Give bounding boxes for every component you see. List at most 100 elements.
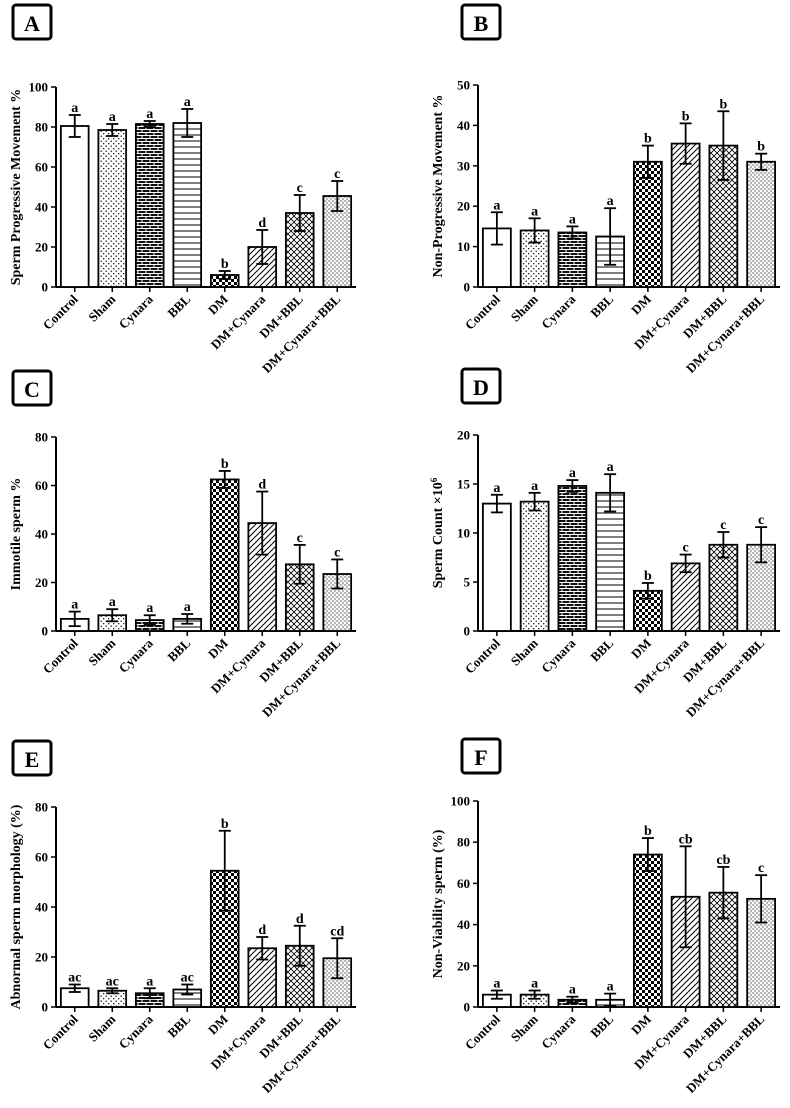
x-tick-label: Sham (85, 1011, 118, 1044)
panel-letter-text: D (473, 375, 489, 400)
significance-label: cd (330, 924, 344, 939)
panel-letter: E (11, 739, 53, 777)
y-tick-label: 0 (464, 1000, 471, 1015)
y-tick-label: 80 (457, 835, 470, 850)
panel-e: E 0 20 40 60 80 Abnormal sperm morphology (%) a… (9, 739, 356, 1096)
y-tick-label: 5 (464, 575, 471, 590)
y-axis-label: Sperm Progressive Movement % (9, 89, 24, 286)
panel-a: A 0 20 40 60 80 100 Sperm Progressive Movement … (9, 3, 356, 376)
bar (708, 543, 739, 632)
x-tick-label: DM (628, 1012, 654, 1038)
significance-label: a (531, 977, 538, 992)
x-tick-label: BBL (164, 291, 193, 320)
significance-label: b (644, 824, 652, 839)
bar (322, 195, 353, 288)
bar (59, 125, 90, 288)
significance-label: b (682, 109, 690, 124)
significance-label: c (297, 531, 303, 546)
significance-label: d (258, 923, 266, 938)
y-tick-label: 80 (35, 800, 48, 815)
x-tick-label: BBL (164, 635, 193, 664)
significance-label: a (146, 974, 153, 989)
significance-label: a (493, 977, 500, 992)
y-tick-label: 20 (457, 428, 470, 443)
panel-b: B 0 10 20 30 40 50 Non-Progressive Movement % a C… (431, 3, 780, 376)
panel-letter-box (11, 369, 53, 407)
panel-d: D 0 5 10 15 20 Sperm Count ×106 a Control a Sham a C… (429, 367, 780, 720)
panel-letter: B (460, 3, 502, 41)
significance-label: b (644, 132, 652, 147)
y-tick-label: 10 (457, 239, 470, 254)
panel-letter-box (11, 3, 53, 41)
bar (519, 229, 550, 288)
significance-label: c (334, 545, 340, 560)
x-tick-label: DM (205, 292, 231, 318)
y-axis-label: Non-Progressive Movement % (431, 95, 446, 278)
panel-letter: C (11, 369, 53, 407)
significance-label: b (644, 569, 652, 584)
y-tick-label: 20 (35, 240, 48, 255)
panel-letter-text: F (474, 745, 487, 770)
x-tick-label: Control (462, 1011, 503, 1052)
significance-label: b (719, 97, 727, 112)
panel-letter-text: B (474, 11, 489, 36)
x-tick-label: BBL (164, 1011, 193, 1040)
x-tick-label: Control (40, 291, 81, 332)
x-tick-label: Sham (508, 635, 541, 668)
y-tick-label: 0 (42, 624, 49, 639)
significance-label: a (607, 194, 614, 209)
y-tick-label: 0 (42, 1000, 49, 1015)
significance-label: ac (106, 974, 119, 989)
y-tick-label: 10 (457, 526, 470, 541)
y-tick-label: 0 (42, 280, 49, 295)
y-axis-label: Immotile sperm % (9, 478, 24, 591)
significance-label: a (531, 204, 538, 219)
y-tick-label: 0 (464, 280, 471, 295)
panel-letter: A (11, 3, 53, 41)
significance-label: a (184, 600, 191, 615)
x-tick-label: Cynara (116, 635, 157, 676)
significance-label: b (221, 257, 229, 272)
y-tick-label: 60 (35, 478, 48, 493)
significance-label: c (334, 167, 340, 182)
bar (746, 160, 776, 288)
y-axis-label: Abnormal sperm morphology (%) (9, 804, 24, 1009)
x-tick-label: BBL (587, 291, 616, 320)
significance-label: a (493, 481, 500, 496)
y-tick-label: 100 (29, 80, 49, 95)
significance-label: a (146, 601, 153, 616)
y-tick-label: 60 (35, 850, 48, 865)
significance-label: cb (716, 853, 730, 868)
y-axis-label: Non-Viability sperm (%) (431, 829, 446, 978)
significance-label: a (569, 466, 576, 481)
x-tick-label: Cynara (538, 635, 579, 676)
x-tick-label: Cynara (116, 291, 157, 332)
panel-letter-text: E (25, 747, 40, 772)
significance-label: ac (181, 971, 194, 986)
y-tick-label: 20 (457, 199, 470, 214)
y-tick-label: 20 (35, 575, 48, 590)
y-tick-label: 0 (464, 624, 471, 639)
bar (557, 231, 588, 288)
panel-c: C 0 20 40 60 80 Immotile sperm % a Control a Sham a… (9, 369, 356, 720)
x-tick-label: DM (628, 636, 654, 662)
significance-label: a (493, 198, 500, 213)
significance-label: a (71, 101, 78, 116)
bar (633, 853, 663, 1008)
bar (519, 500, 550, 632)
panel-letter: D (460, 367, 502, 405)
x-tick-label: BBL (587, 1011, 616, 1040)
y-tick-label: 60 (457, 876, 470, 891)
panel-letter-box (460, 737, 502, 775)
bar (670, 562, 701, 632)
bar (482, 502, 512, 632)
significance-label: a (607, 980, 614, 995)
significance-label: c (297, 181, 303, 196)
y-tick-label: 100 (451, 794, 471, 809)
panel-f: F 0 20 40 60 80 100 Non-Viability sperm (%) a Con… (431, 737, 780, 1096)
x-tick-label: Cynara (116, 1011, 157, 1052)
y-tick-label: 60 (35, 160, 48, 175)
significance-label: a (109, 595, 116, 610)
bar (670, 142, 701, 288)
x-tick-label: DM (205, 636, 231, 662)
